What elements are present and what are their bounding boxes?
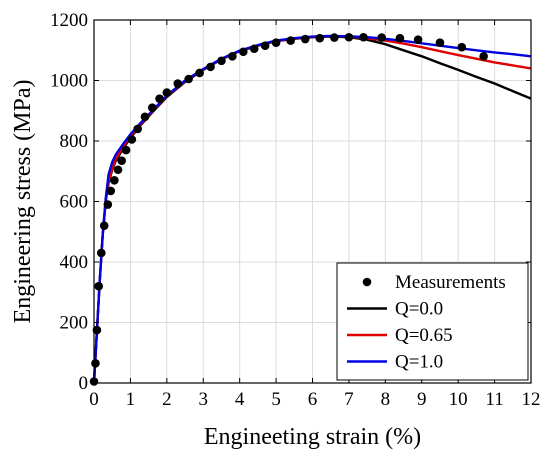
measurement-point: [91, 359, 100, 368]
legend: Measurements Q=0.0 Q=0.65 Q=1.0: [336, 262, 529, 381]
measurement-point: [99, 221, 109, 230]
measurement-point: [286, 36, 295, 45]
x-tick-label: 7: [344, 389, 354, 410]
x-tick-label: 2: [162, 389, 172, 410]
measurement-point: [249, 44, 259, 54]
measurement-point: [121, 145, 131, 155]
measurement-point: [435, 38, 445, 47]
measurement-point: [162, 88, 172, 97]
legend-label: Q=0.0: [395, 299, 443, 320]
measurement-point: [92, 325, 102, 335]
measurement-point: [330, 33, 339, 42]
y-tick-label: 800: [60, 131, 89, 152]
measurement-point: [195, 68, 204, 78]
legend-label: Q=0.65: [395, 325, 453, 346]
y-tick-label: 200: [60, 313, 89, 334]
measurement-point: [395, 33, 405, 43]
measurement-point: [260, 41, 270, 51]
measurement-point: [173, 79, 183, 88]
measurement-point: [300, 34, 310, 44]
y-tick-label: 1000: [50, 71, 88, 92]
y-tick-label: 1200: [50, 10, 88, 31]
measurement-point: [413, 35, 423, 44]
measurement-point: [103, 200, 113, 209]
measurement-point: [217, 56, 226, 66]
measurement-point: [206, 62, 215, 72]
y-axis-label: Engineering stress (MPa): [10, 80, 36, 324]
measurement-point: [155, 94, 164, 103]
y-tick-label: 0: [79, 373, 89, 394]
x-tick-label: 6: [308, 389, 318, 410]
plot-series: [89, 32, 532, 386]
legend-marker: [362, 277, 372, 287]
x-tick-label: 4: [235, 389, 245, 410]
measurement-point: [359, 32, 368, 42]
measurement-point: [96, 248, 106, 258]
y-tick-label: 600: [60, 192, 89, 213]
x-tick-label: 3: [199, 389, 209, 410]
x-tick-label: 10: [449, 389, 468, 410]
x-tick-label: 9: [417, 389, 427, 410]
measurement-point: [228, 52, 237, 61]
measurement-point: [140, 112, 150, 122]
measurement-point: [271, 38, 281, 47]
measurement-point: [113, 165, 123, 175]
x-tick-label: 5: [271, 389, 281, 410]
x-tick-label: 1: [126, 389, 136, 410]
y-tick-label: 400: [60, 252, 89, 273]
measurement-point: [117, 156, 126, 165]
x-tick-label: 11: [485, 389, 503, 410]
x-tick-label: 12: [522, 389, 541, 410]
measurement-point: [457, 42, 467, 52]
measurement-point: [184, 74, 193, 84]
measurement-point: [133, 124, 142, 134]
measurement-point: [479, 52, 488, 61]
legend-label: Measurements: [395, 272, 506, 293]
measurement-point: [110, 176, 119, 185]
x-tick-label: 8: [381, 389, 391, 410]
x-axis-label: Engineeting strain (%): [204, 424, 421, 450]
measurement-point: [106, 186, 116, 196]
x-tick-label: 0: [89, 389, 99, 410]
measurement-point: [239, 47, 248, 57]
measurement-point: [344, 32, 354, 42]
legend-label: Q=1.0: [395, 352, 443, 373]
measurement-point: [147, 103, 157, 113]
measurement-point: [315, 33, 325, 43]
measurement-point: [127, 135, 137, 144]
measurement-point: [94, 281, 104, 291]
measurement-point: [377, 33, 386, 42]
